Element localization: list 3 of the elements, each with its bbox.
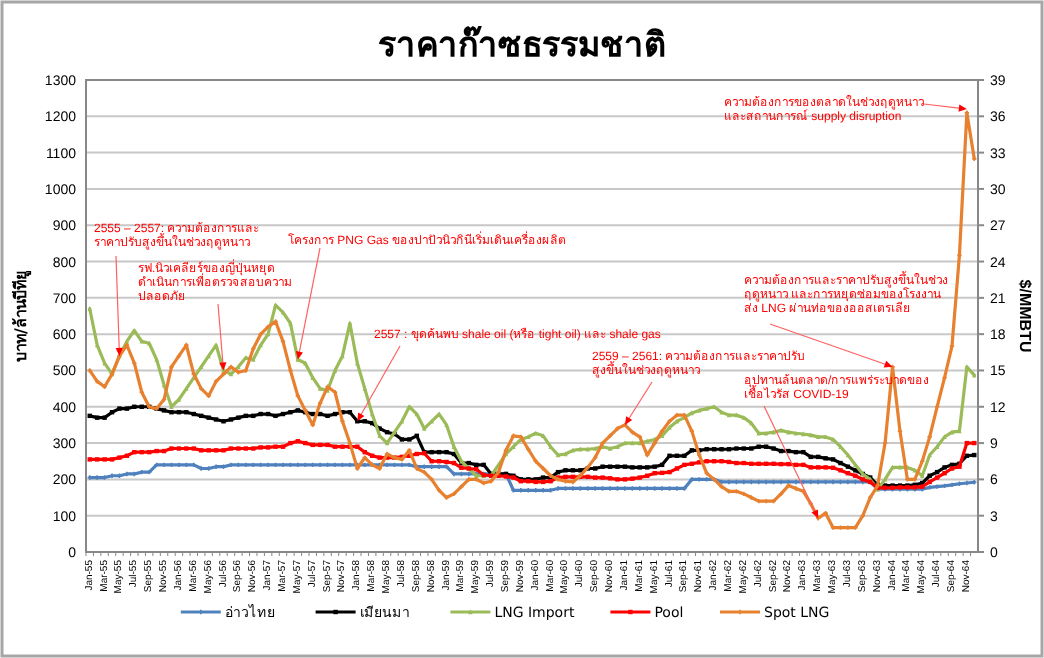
y2-axis-title: $/MMBTU — [1016, 279, 1034, 353]
chart-title: ราคาก๊าซธรรมชาติ — [378, 26, 666, 66]
y-axis-title: บาท/ล้านบีทียู — [10, 270, 32, 362]
